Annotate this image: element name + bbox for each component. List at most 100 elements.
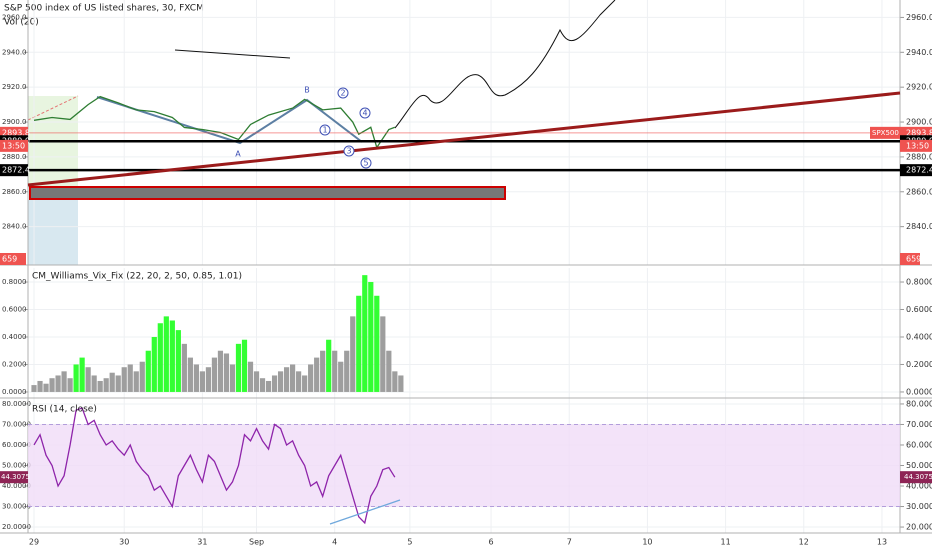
- volume-label-box: [900, 253, 920, 265]
- bar: [277, 371, 284, 392]
- bar: [386, 350, 392, 392]
- countdown-label: 13:50: [906, 141, 929, 150]
- bar: [193, 364, 199, 392]
- level-label: 2893.8: [2, 128, 30, 137]
- y-tick-label: 2840.0: [2, 223, 27, 231]
- bar: [223, 353, 230, 392]
- y-tick-label: 2880.0: [906, 152, 932, 161]
- symbol-label: SPX500: [872, 129, 899, 137]
- bar: [187, 357, 193, 392]
- bar: [169, 320, 175, 392]
- y-tick-label: 70.0000: [2, 420, 31, 428]
- bar: [392, 371, 398, 392]
- bar: [247, 361, 254, 392]
- wave-label: 2: [340, 89, 345, 98]
- bar: [356, 295, 362, 392]
- y-tick-label: 2960.0: [2, 13, 27, 21]
- projection-drawing: [394, 0, 616, 129]
- y-tick-label: 40.0000: [906, 482, 932, 491]
- bar: [211, 357, 218, 392]
- bar: [139, 361, 145, 392]
- bar: [283, 367, 290, 392]
- wave-circle: [343, 145, 355, 157]
- y-tick-label: 0.4000: [906, 332, 932, 341]
- bar: [175, 330, 181, 392]
- level-label: 2872.4: [906, 166, 932, 175]
- volume-label: 659: [2, 255, 17, 264]
- wave-circle: [360, 157, 372, 169]
- bar: [79, 357, 85, 392]
- bar: [103, 378, 109, 392]
- x-tick-label: 11: [721, 538, 731, 547]
- y-tick-label: 2960.0: [906, 13, 932, 22]
- y-tick-label: 40.0000: [2, 482, 31, 490]
- bar: [61, 371, 67, 392]
- y-tick-label: 2860.0: [2, 188, 27, 196]
- x-tick-label: 29: [29, 538, 39, 547]
- bar: [241, 339, 248, 392]
- bar: [259, 378, 266, 392]
- y-tick-label: 0.2000: [2, 360, 27, 368]
- trendline-drawing: [27, 91, 901, 187]
- x-tick-label: Sep: [249, 538, 264, 547]
- y-tick-label: 0.2000: [906, 360, 932, 369]
- drawing: [27, 95, 79, 121]
- wave-label: 5: [363, 159, 368, 168]
- y-tick-label: 2900.0: [906, 118, 932, 127]
- y-tick-label: 0.6000: [906, 305, 932, 314]
- wave-circle: [359, 107, 371, 119]
- volume-label-box: [0, 253, 26, 265]
- bar: [302, 375, 308, 392]
- wave-label: 3: [346, 147, 351, 156]
- wave-drawing: [96, 96, 363, 145]
- y-tick-label: 80.0000: [906, 399, 932, 408]
- range-shade: [28, 200, 78, 265]
- y-tick-label: 0.0000: [2, 388, 27, 396]
- bar: [31, 385, 37, 392]
- y-tick-label: 60.0000: [2, 441, 31, 449]
- rsi-trend-drawing: [329, 499, 401, 525]
- x-tick-label: 10: [642, 538, 652, 547]
- countdown-box: [0, 139, 28, 152]
- box-drawing: [29, 186, 506, 200]
- wave-label: 4: [362, 109, 367, 118]
- bar: [338, 361, 344, 392]
- bar: [380, 316, 386, 392]
- rsi-value-label: 44.3075: [1, 473, 30, 481]
- bar: [290, 364, 296, 392]
- indicator-title: RSI (14, close): [32, 405, 97, 415]
- y-tick-label: 80.0000: [2, 400, 31, 408]
- bar: [121, 367, 127, 392]
- bar: [37, 380, 43, 392]
- bar: [199, 371, 205, 392]
- y-tick-label: 50.0000: [906, 461, 932, 470]
- bar: [157, 323, 163, 392]
- y-tick-label: 30.0000: [906, 502, 932, 511]
- y-tick-label: 2940.0: [2, 48, 27, 56]
- bar: [368, 282, 374, 392]
- bar: [151, 336, 157, 392]
- bar: [271, 375, 278, 392]
- y-tick-label: 0.8000: [906, 278, 932, 287]
- level-label: 2872.4: [2, 166, 30, 175]
- line-drawing: [174, 49, 291, 59]
- bar: [163, 316, 169, 392]
- bar: [217, 350, 224, 392]
- y-tick-label: 2920.0: [2, 83, 27, 91]
- countdown-box: [900, 139, 932, 152]
- subtitle: Vol (20): [4, 18, 39, 28]
- bar: [265, 380, 272, 392]
- bar: [67, 378, 73, 392]
- level-label-box: [900, 164, 932, 177]
- bar: [229, 364, 236, 392]
- rsi-value-box: [0, 471, 28, 484]
- bar: [308, 364, 314, 392]
- x-tick-label: 30: [119, 538, 129, 547]
- title: S&P 500 index of US listed shares, 30, F…: [4, 4, 204, 14]
- rsi-value-label: 44.3075: [904, 473, 932, 481]
- wave-label: A: [235, 150, 241, 159]
- series-line: [33, 407, 396, 525]
- y-tick-label: 20.0000: [906, 523, 932, 532]
- bar: [253, 371, 260, 392]
